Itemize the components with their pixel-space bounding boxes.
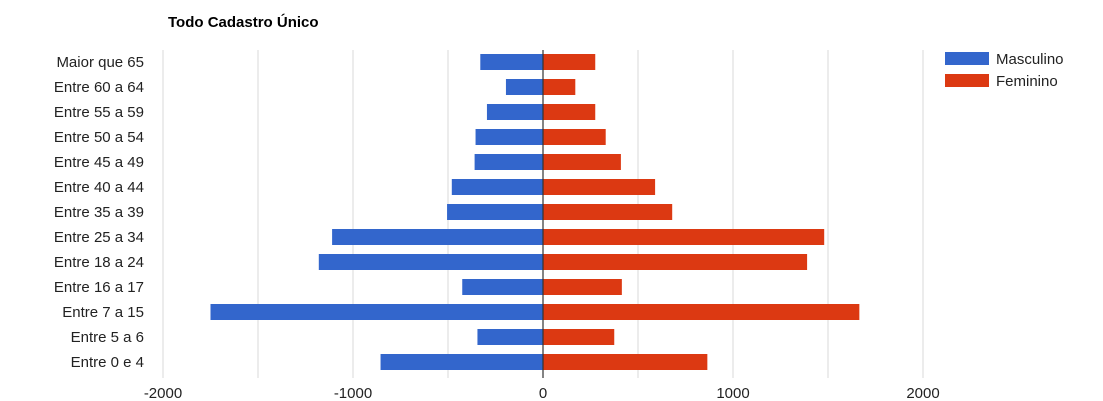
bar-masculino[interactable] (475, 129, 543, 145)
category-label: Entre 60 a 64 (54, 79, 144, 96)
bar-feminino[interactable] (543, 129, 606, 145)
category-labels: Maior que 65 Entre 60 a 64 Entre 55 a 59 En… (54, 54, 144, 371)
bar-masculino[interactable] (486, 104, 543, 120)
x-tick-label: 1000 (716, 385, 749, 401)
bars (210, 54, 860, 370)
category-label: Entre 50 a 54 (54, 129, 144, 146)
x-tick-label: -1000 (334, 385, 372, 401)
bar-masculino[interactable] (447, 204, 543, 220)
category-label: Entre 35 a 39 (54, 204, 144, 221)
bar-feminino[interactable] (543, 154, 621, 170)
bar-feminino[interactable] (543, 179, 656, 195)
bar-masculino[interactable] (380, 354, 543, 370)
x-tick-labels: -2000 -1000 0 1000 2000 (144, 385, 940, 401)
category-label: Entre 5 a 6 (71, 329, 144, 346)
legend-label-feminino: Feminino (996, 73, 1058, 90)
bar-masculino[interactable] (480, 54, 543, 70)
category-label: Entre 25 a 34 (54, 229, 144, 246)
bar-masculino[interactable] (474, 154, 543, 170)
category-label: Entre 0 e 4 (71, 354, 144, 371)
category-label: Entre 55 a 59 (54, 104, 144, 121)
bar-feminino[interactable] (543, 279, 622, 295)
bar-masculino[interactable] (210, 304, 544, 320)
bar-feminino[interactable] (543, 229, 825, 245)
chart-title: Todo Cadastro Único (168, 13, 319, 31)
bar-feminino[interactable] (543, 54, 596, 70)
x-tick-label: 0 (539, 385, 547, 401)
bar-masculino[interactable] (505, 79, 543, 95)
bar-masculino[interactable] (332, 229, 543, 245)
bar-feminino[interactable] (543, 204, 673, 220)
bar-masculino[interactable] (318, 254, 543, 270)
legend: Masculino Feminino (945, 51, 1064, 90)
x-tick-label: -2000 (144, 385, 182, 401)
category-label: Entre 7 a 15 (62, 304, 144, 321)
bar-feminino[interactable] (543, 79, 576, 95)
x-tick-label: 2000 (906, 385, 939, 401)
category-label: Entre 18 a 24 (54, 254, 144, 271)
bar-feminino[interactable] (543, 104, 596, 120)
bar-feminino[interactable] (543, 254, 808, 270)
legend-swatch-masculino (945, 52, 989, 65)
bar-masculino[interactable] (462, 279, 543, 295)
category-label: Entre 45 a 49 (54, 154, 144, 171)
bar-feminino[interactable] (543, 304, 860, 320)
category-label: Maior que 65 (56, 54, 144, 71)
bar-feminino[interactable] (543, 354, 708, 370)
legend-label-masculino: Masculino (996, 51, 1064, 68)
bar-masculino[interactable] (451, 179, 543, 195)
category-label: Entre 16 a 17 (54, 279, 144, 296)
bar-masculino[interactable] (477, 329, 543, 345)
legend-swatch-feminino (945, 74, 989, 87)
bar-feminino[interactable] (543, 329, 615, 345)
category-label: Entre 40 a 44 (54, 179, 144, 196)
